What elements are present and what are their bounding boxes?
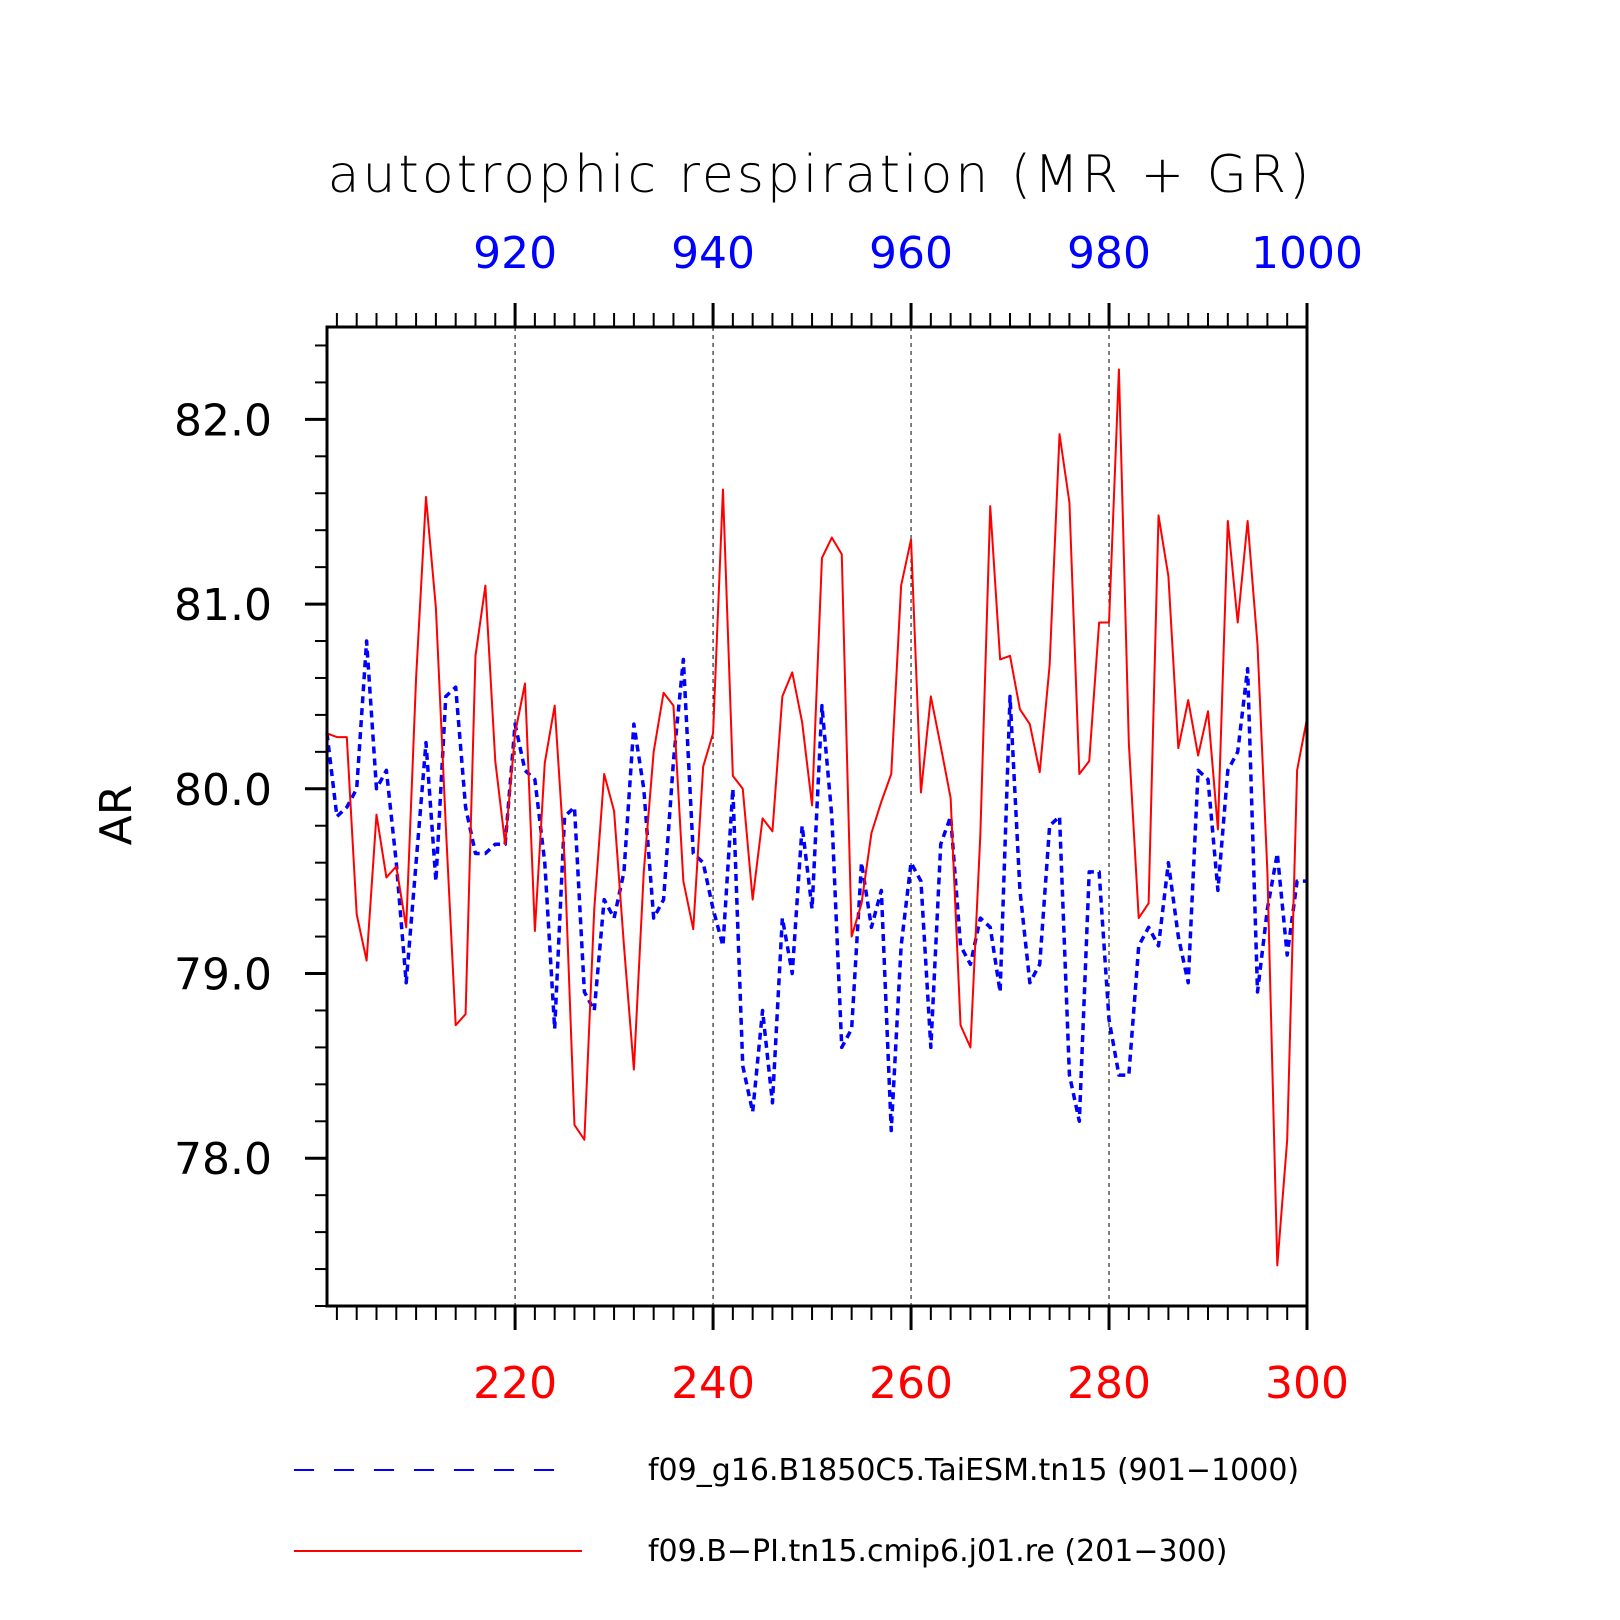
chart-title: autotrophic respiration (MR + GR) <box>328 145 1313 205</box>
y-tick-label: 79.0 <box>174 950 272 1001</box>
x-top-tick-label: 1000 <box>1251 228 1363 279</box>
red-series-line <box>326 368 1308 1267</box>
x-bottom-tick-label: 240 <box>671 1358 755 1409</box>
x-top-tick-label: 960 <box>869 228 953 279</box>
x-bottom-tick-label: 280 <box>1067 1358 1151 1409</box>
y-tick-label: 78.0 <box>174 1134 272 1185</box>
plot-frame <box>325 325 1309 1308</box>
grid-lines <box>514 327 1110 1306</box>
y-tick-label: 82.0 <box>174 395 272 446</box>
axes: 220 240 260 280 300 920 940 960 980 1000 78.0 79.0 8… <box>174 228 1363 1409</box>
x-bottom-tick-label: 260 <box>869 1358 953 1409</box>
x-bottom-tick-label: 220 <box>473 1358 557 1409</box>
x-bottom-tick-label: 300 <box>1265 1358 1349 1409</box>
x-top-tick-label: 980 <box>1067 228 1151 279</box>
x-top-tick-label: 920 <box>473 228 557 279</box>
legend: f09_g16.B1850C5.TaiESM.tn15 (901−1000) f0… <box>294 1453 1299 1569</box>
legend-label: f09.B−PI.tn15.cmip6.j01.re (201−300) <box>648 1534 1227 1569</box>
x-top-tick-label: 940 <box>671 228 755 279</box>
blue-series-line <box>325 639 1307 1133</box>
legend-label: f09_g16.B1850C5.TaiESM.tn15 (901−1000) <box>648 1453 1299 1488</box>
series-layer <box>325 368 1308 1267</box>
y-tick-label: 81.0 <box>174 580 272 631</box>
y-tick-label: 80.0 <box>174 765 272 816</box>
y-axis-label: AR <box>91 785 142 846</box>
